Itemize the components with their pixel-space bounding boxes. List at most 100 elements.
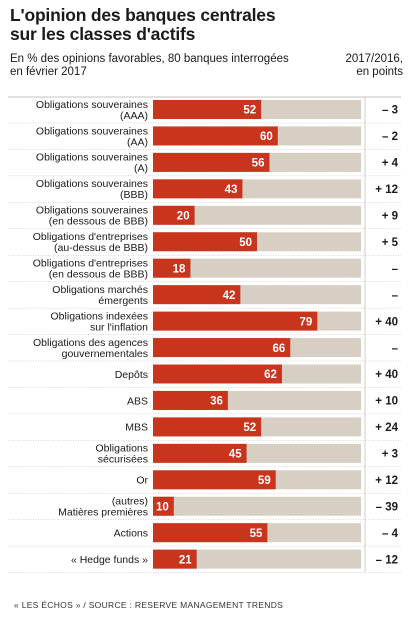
data-label: 20: [177, 211, 190, 223]
category-label-line: Obligations indexées: [51, 310, 148, 322]
category-label-line: Matières premières: [58, 507, 148, 519]
bar: [153, 364, 282, 384]
bar: [153, 258, 191, 278]
category-label: ABS: [127, 395, 148, 407]
category-label: Obligations souveraines (AA): [36, 125, 148, 148]
category-label: Obligations indexées sur l'inflation: [51, 310, 149, 333]
category-label-line: émergents: [98, 295, 148, 307]
subtitle-line-1: En % des opinions favorables, 80 banques…: [10, 53, 289, 65]
category-label-line: Obligations marchés: [52, 284, 148, 296]
category-label: Obligations d'entreprises (en dessous de …: [33, 258, 148, 281]
chart-subtitle: En % des opinions favorables, 80 banques…: [10, 53, 320, 79]
bar: [153, 496, 174, 516]
category-label: Obligations des agences gouvernementales: [33, 337, 148, 360]
change-label: – 3: [382, 105, 398, 117]
category-label-line: Obligations d'entreprises: [33, 231, 148, 243]
category-label-line: Obligations souveraines: [36, 152, 148, 164]
data-label: 52: [243, 105, 256, 117]
source-footer: « LES ÉCHOS » / SOURCE : RESERVE MANAGEM…: [14, 600, 284, 610]
bar: [153, 523, 268, 543]
category-label-line: Depôts: [115, 369, 148, 381]
data-label: 10: [156, 501, 169, 513]
category-label-line: gouvernementales: [62, 348, 148, 360]
category-label: Obligations souveraines (en dessous de BB…: [36, 205, 148, 228]
change-label: – 2: [382, 131, 398, 143]
category-label-line: Obligations souveraines: [36, 99, 148, 111]
category-label: Depôts: [115, 369, 148, 381]
title-line-1: L'opinion des banques centrales: [10, 5, 276, 25]
change-label: –: [392, 343, 399, 355]
bar: [153, 470, 276, 490]
bar: [153, 126, 278, 146]
change-label: –: [392, 263, 399, 275]
change-label: – 4: [382, 528, 399, 540]
bar: [153, 338, 291, 358]
change-label: + 40: [375, 369, 398, 381]
data-label: 45: [229, 449, 242, 461]
chart-title: L'opinion des banques centrales sur les …: [10, 6, 340, 44]
change-label: + 12: [375, 184, 398, 196]
data-label: 42: [223, 290, 236, 302]
data-label: 60: [260, 131, 273, 143]
bar: [153, 152, 270, 172]
category-label: MBS: [125, 422, 148, 434]
bar: [153, 390, 228, 410]
category-label-line: (autres): [112, 496, 148, 508]
category-label-line: Actions: [114, 528, 148, 540]
category-label: « Hedge funds »: [71, 554, 148, 566]
bar-track: [153, 205, 361, 225]
change-label: –: [392, 290, 399, 302]
category-label: Or: [136, 475, 148, 487]
change-column-header: 2017/2016, en points: [341, 53, 403, 79]
data-label: 56: [252, 158, 265, 170]
change-header-line-1: 2017/2016,: [345, 53, 403, 65]
change-label: + 12: [375, 475, 398, 487]
category-label-line: Obligations souveraines: [36, 178, 148, 190]
category-label: Actions: [114, 528, 148, 540]
category-label-line: Obligations d'entreprises: [33, 258, 148, 270]
category-label-line: Obligations des agences: [33, 337, 148, 349]
data-label: 43: [225, 184, 238, 196]
category-label-line: (AA): [127, 136, 148, 148]
bar: [153, 549, 197, 569]
category-label-line: (au-dessus de BBB): [54, 242, 148, 254]
category-label: Obligations souveraines (AAA): [36, 99, 148, 122]
category-label: Obligations sécurisées: [95, 443, 148, 466]
category-label-line: (en dessous de BBB): [49, 269, 148, 281]
bar: [153, 232, 257, 252]
category-label-line: (en dessous de BBB): [49, 216, 148, 228]
bar-track: [153, 549, 361, 569]
data-label: 18: [173, 263, 186, 275]
category-label-line: « Hedge funds »: [71, 554, 148, 566]
category-label-line: MBS: [125, 422, 148, 434]
category-label-line: (A): [134, 163, 148, 175]
category-label-line: Obligations souveraines: [36, 205, 148, 217]
change-label: + 40: [375, 316, 398, 328]
change-label: + 24: [375, 422, 398, 434]
change-label: + 4: [382, 158, 399, 170]
category-label: Obligations souveraines (BBB): [36, 178, 148, 201]
category-label-line: ABS: [127, 395, 148, 407]
data-label: 36: [210, 396, 223, 408]
category-label-line: Or: [136, 475, 148, 487]
change-label: – 12: [376, 554, 398, 566]
bar: [153, 285, 241, 305]
category-label: Obligations d'entreprises (au-dessus de B…: [33, 231, 148, 254]
bar: [153, 311, 318, 331]
category-label: (autres) Matières premières: [58, 496, 148, 519]
change-label: + 3: [382, 449, 398, 461]
category-label: Obligations souveraines (A): [36, 152, 148, 175]
category-label-line: sur l'inflation: [90, 321, 148, 333]
data-label: 55: [250, 528, 263, 540]
category-label: Obligations marchés émergents: [52, 284, 148, 307]
category-label-line: (BBB): [120, 189, 148, 201]
change-label: – 39: [376, 501, 398, 513]
bar: [153, 179, 243, 199]
data-label: 66: [272, 343, 285, 355]
category-label-line: (AAA): [120, 110, 148, 122]
category-label-line: sécurisées: [98, 454, 148, 466]
data-label: 50: [239, 237, 252, 249]
change-label: + 5: [382, 237, 399, 249]
bar: [153, 417, 262, 437]
